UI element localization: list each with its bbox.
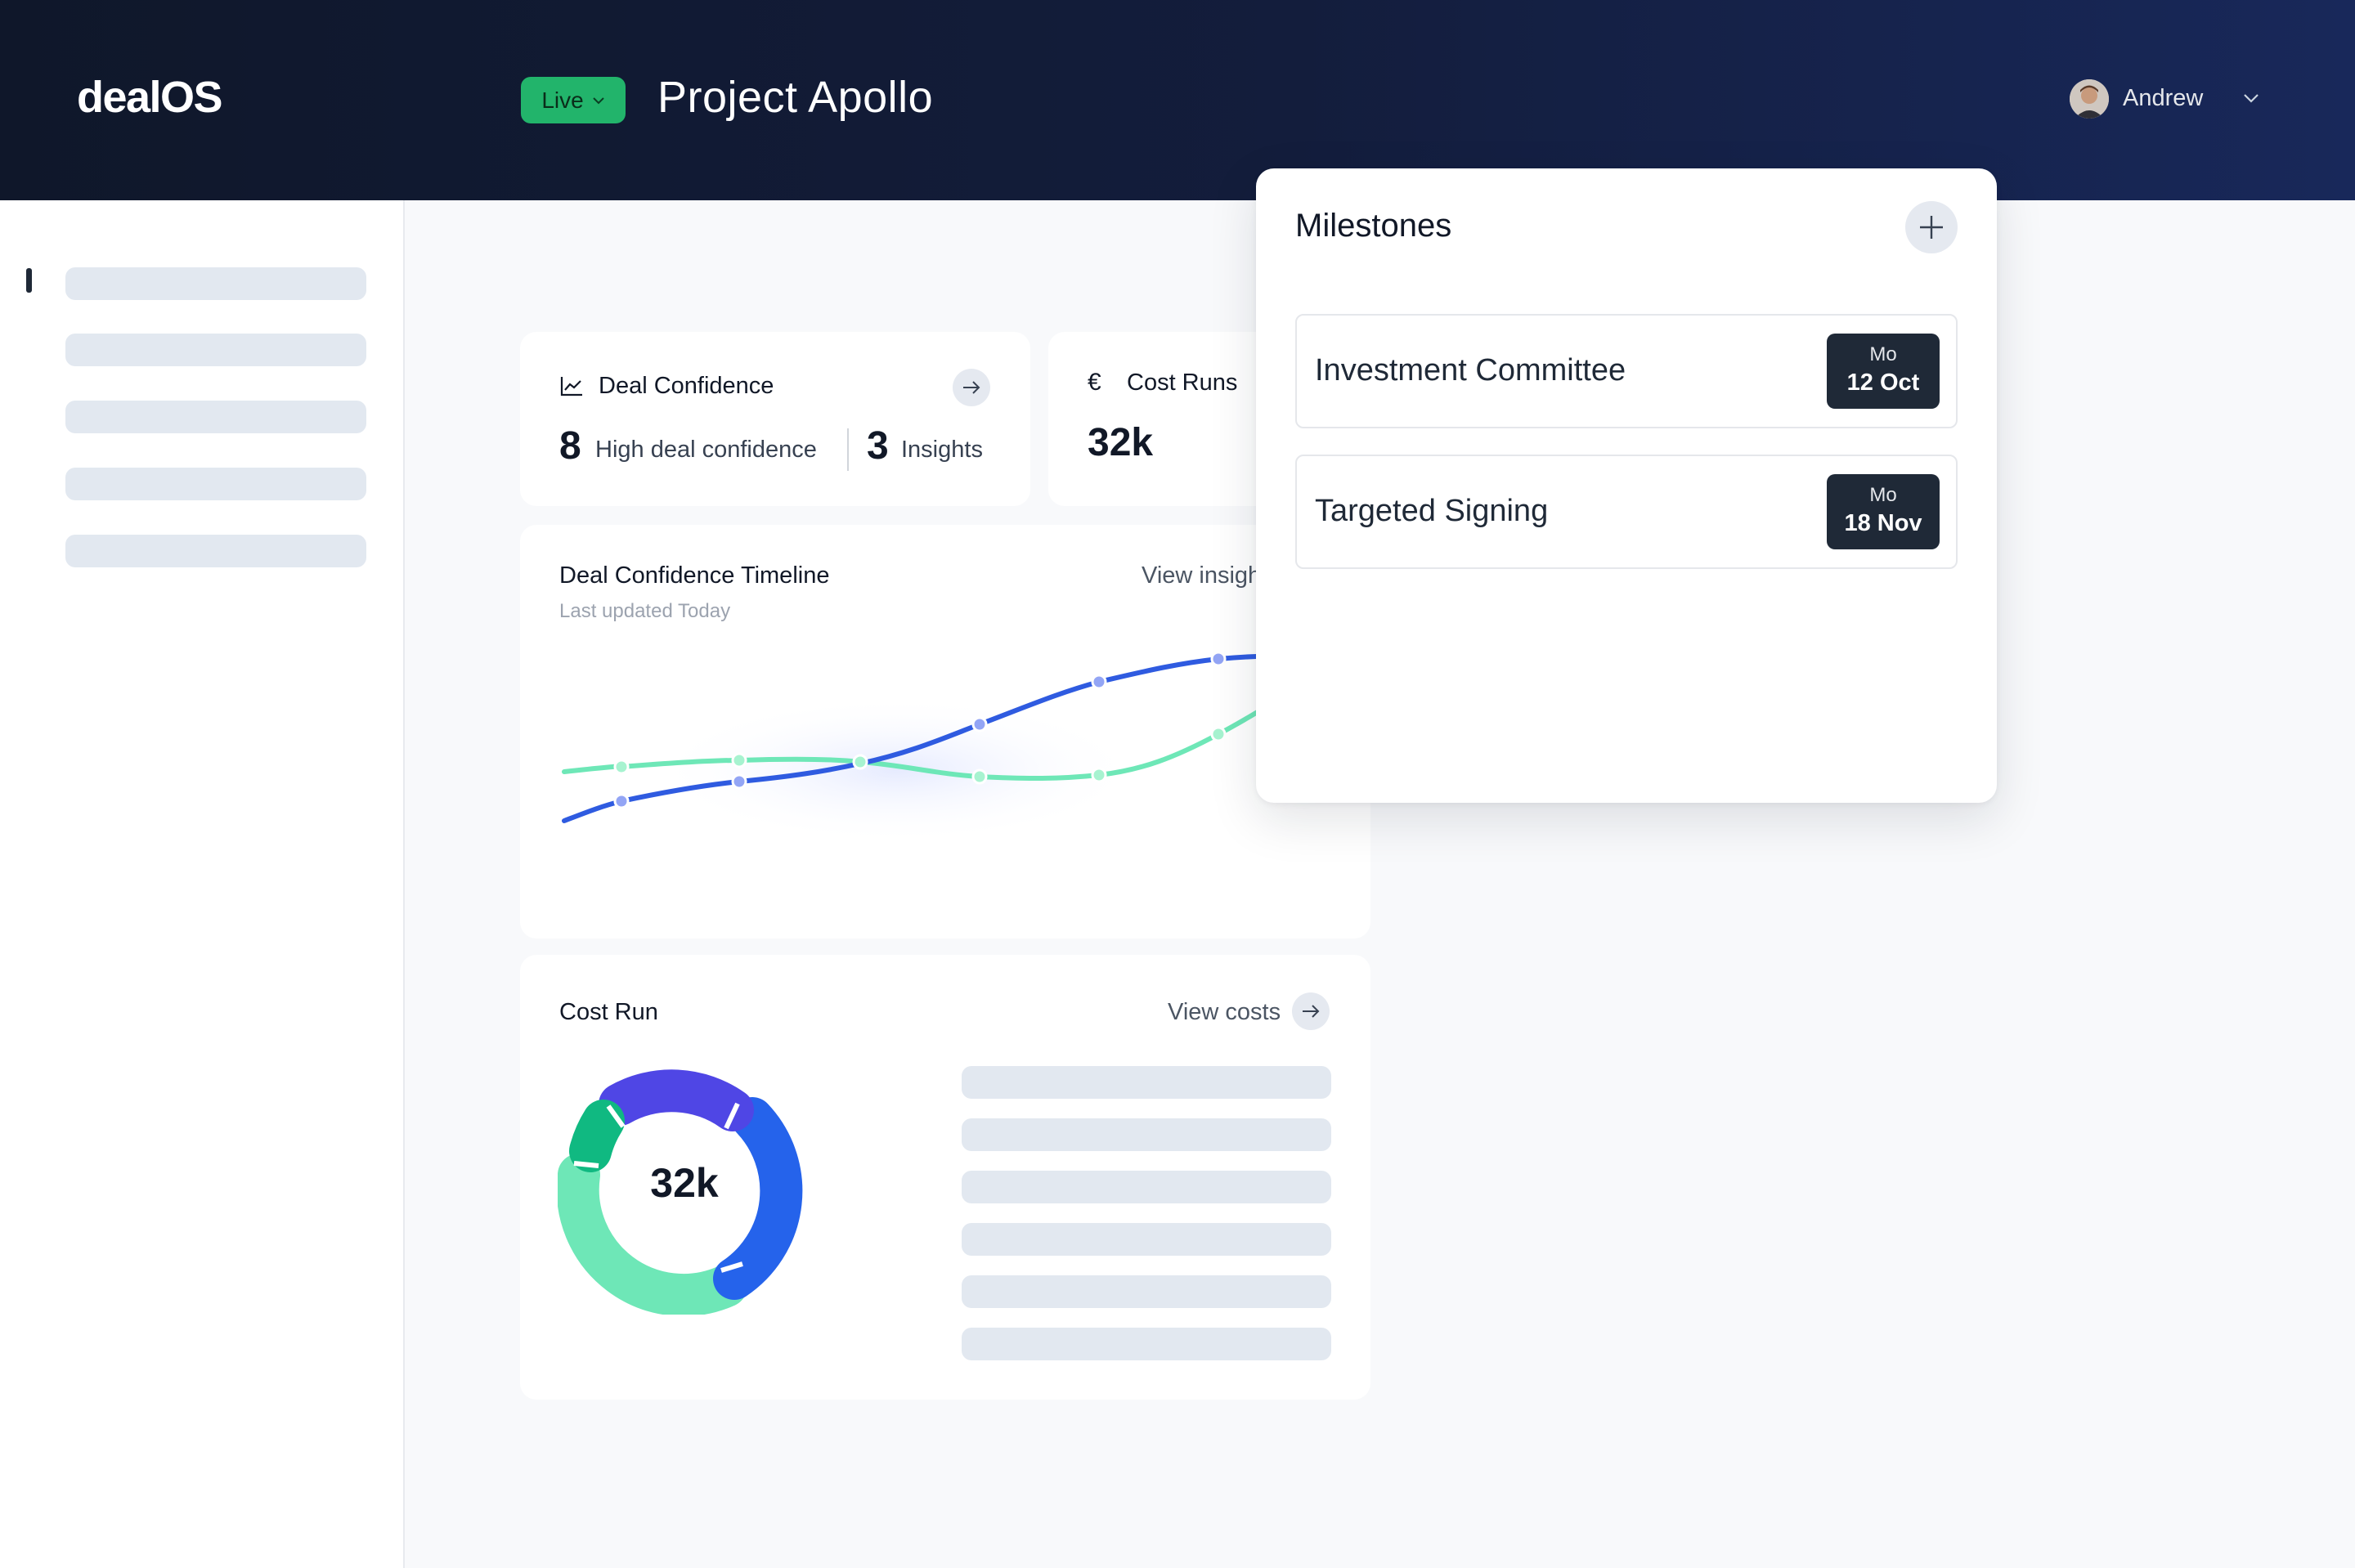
arrow-right-icon xyxy=(1303,1005,1320,1018)
data-point[interactable] xyxy=(971,716,988,732)
milestone-weekday: Mo xyxy=(1869,484,1897,506)
high-confidence-count: 8 xyxy=(559,424,581,468)
page-title: Project Apollo xyxy=(657,73,934,122)
milestone-weekday: Mo xyxy=(1869,343,1897,365)
cost-run-card: Cost Run View costs 32k xyxy=(520,955,1370,1400)
insights-label: Insights xyxy=(901,437,983,463)
cost-run-title: Cost Run xyxy=(559,999,658,1025)
sidebar-item-placeholder[interactable] xyxy=(65,334,366,366)
timeline-title: Deal Confidence Timeline xyxy=(559,562,830,589)
milestones-panel: Milestones Investment Committee Mo 12 Oc… xyxy=(1256,168,1997,803)
sidebar xyxy=(0,200,405,1568)
arrow-right-icon xyxy=(963,381,980,394)
chevron-down-icon xyxy=(592,96,604,104)
user-name[interactable]: Andrew xyxy=(2123,85,2204,111)
data-point[interactable] xyxy=(613,793,630,809)
milestones-title: Milestones xyxy=(1295,208,1452,244)
donut-segment-purple[interactable] xyxy=(599,1069,754,1131)
data-point[interactable] xyxy=(613,759,630,775)
add-milestone-button[interactable] xyxy=(1905,201,1958,253)
app-logo[interactable]: dealOS xyxy=(77,73,223,122)
avatar[interactable] xyxy=(2070,79,2109,119)
data-point[interactable] xyxy=(731,773,747,790)
donut-total: 32k xyxy=(650,1160,719,1206)
high-confidence-label: High deal confidence xyxy=(595,437,817,463)
status-label: Live xyxy=(541,87,584,113)
top-header: dealOS Live Project Apollo Andrew xyxy=(0,0,2355,200)
sidebar-item-placeholder[interactable] xyxy=(65,401,366,433)
chart-line-icon xyxy=(560,377,582,396)
donut-segment-light-green[interactable] xyxy=(558,1154,747,1315)
view-costs-link[interactable]: View costs xyxy=(1168,999,1281,1025)
sidebar-item-placeholder[interactable] xyxy=(65,535,366,567)
milestone-date-badge: Mo 12 Oct xyxy=(1827,334,1940,409)
milestone-item[interactable]: Targeted Signing Mo 18 Nov xyxy=(1295,455,1958,569)
data-point[interactable] xyxy=(852,754,868,770)
chart-glow xyxy=(651,697,1142,844)
series-points-green xyxy=(613,726,1227,785)
cost-item-placeholder xyxy=(962,1171,1331,1203)
milestone-name: Targeted Signing xyxy=(1315,494,1549,528)
milestone-date: 18 Nov xyxy=(1844,510,1922,536)
sidebar-item-placeholder[interactable] xyxy=(65,468,366,500)
milestone-name: Investment Committee xyxy=(1315,353,1626,388)
sidebar-item-placeholder[interactable] xyxy=(65,267,366,300)
data-point[interactable] xyxy=(1210,726,1227,742)
timeline-subtitle: Last updated Today xyxy=(559,600,731,622)
series-points-blue xyxy=(613,651,1227,809)
deal-confidence-title: Deal Confidence xyxy=(599,373,774,399)
cost-item-placeholder xyxy=(962,1066,1331,1099)
active-indicator xyxy=(26,268,32,293)
deal-confidence-open-button[interactable] xyxy=(953,369,990,406)
data-point[interactable] xyxy=(971,768,988,785)
timeline-chart xyxy=(562,651,1308,844)
cost-item-placeholder xyxy=(962,1328,1331,1360)
cost-item-placeholder xyxy=(962,1223,1331,1256)
milestone-date: 12 Oct xyxy=(1846,370,1920,396)
plus-icon xyxy=(1920,216,1943,239)
data-point[interactable] xyxy=(1091,767,1107,783)
deal-confidence-timeline-card: Deal Confidence Timeline Last updated To… xyxy=(520,525,1370,939)
insights-count: 3 xyxy=(867,424,889,468)
deal-confidence-card: Deal Confidence 8 High deal confidence 3… xyxy=(520,332,1030,506)
donut-segment-dark-green[interactable] xyxy=(569,1100,625,1172)
data-point[interactable] xyxy=(1210,651,1227,667)
milestone-item[interactable]: Investment Committee Mo 12 Oct xyxy=(1295,314,1958,428)
milestone-date-badge: Mo 18 Nov xyxy=(1827,474,1940,549)
view-costs-button[interactable] xyxy=(1292,992,1330,1030)
cost-donut-chart xyxy=(558,1069,803,1315)
donut-segment-blue[interactable] xyxy=(713,1097,803,1300)
cost-item-placeholder xyxy=(962,1118,1331,1151)
chevron-down-icon[interactable] xyxy=(2241,90,2262,106)
divider xyxy=(847,428,849,471)
data-point[interactable] xyxy=(1091,674,1107,690)
series-line-green xyxy=(562,682,1308,782)
cost-runs-title: Cost Runs xyxy=(1127,370,1238,396)
series-line-blue xyxy=(562,653,1308,823)
euro-icon: € xyxy=(1088,369,1101,396)
data-point[interactable] xyxy=(731,752,747,768)
cost-item-placeholder xyxy=(962,1275,1331,1308)
cost-runs-value: 32k xyxy=(1088,421,1154,464)
status-dropdown[interactable]: Live xyxy=(521,77,626,123)
